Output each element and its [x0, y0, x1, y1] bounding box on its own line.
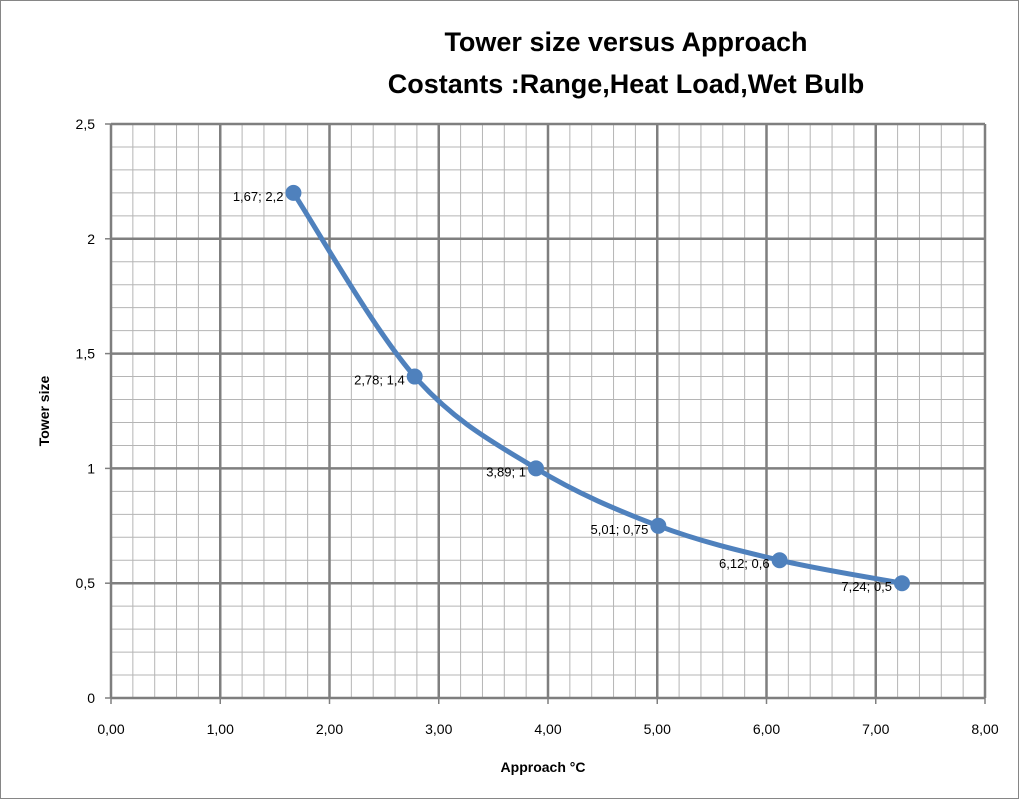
- data-label: 2,78; 1,4: [354, 373, 405, 388]
- y-tick-label: 0: [87, 690, 95, 706]
- data-point: [771, 552, 788, 569]
- y-tick-label: 1: [87, 460, 95, 476]
- y-tick-label: 2: [87, 231, 95, 247]
- data-label: 1,67; 2,2: [233, 189, 284, 204]
- data-label: 5,01; 0,75: [591, 522, 649, 537]
- y-tick-label: 1,5: [76, 346, 96, 362]
- data-point: [406, 368, 423, 385]
- x-tick-label: 5,00: [644, 721, 671, 737]
- data-label: 6,12; 0,6: [719, 556, 770, 571]
- x-tick-label: 3,00: [425, 721, 452, 737]
- x-tick-label: 1,00: [207, 721, 234, 737]
- data-point: [527, 460, 544, 477]
- data-label: 7,24; 0,5: [841, 579, 892, 594]
- x-axis-label: Approach °C: [501, 759, 586, 775]
- x-tick-label: 2,00: [316, 721, 343, 737]
- y-tick-label: 2,5: [76, 116, 96, 132]
- data-label: 3,89; 1: [486, 464, 526, 479]
- x-tick-label: 4,00: [534, 721, 561, 737]
- data-point: [285, 184, 302, 201]
- y-axis-label: Tower size: [36, 376, 52, 447]
- y-tick-label: 0,5: [76, 575, 96, 591]
- chart-title-line-2: Costants :Range,Heat Load,Wet Bulb: [387, 69, 865, 99]
- x-tick-label: 8,00: [971, 721, 998, 737]
- x-tick-label: 7,00: [862, 721, 889, 737]
- chart-title-line-1: Tower size versus Approach: [444, 27, 808, 57]
- x-tick-label: 6,00: [753, 721, 780, 737]
- data-point: [650, 517, 667, 534]
- x-tick-label: 0,00: [97, 721, 124, 737]
- data-point: [893, 575, 910, 592]
